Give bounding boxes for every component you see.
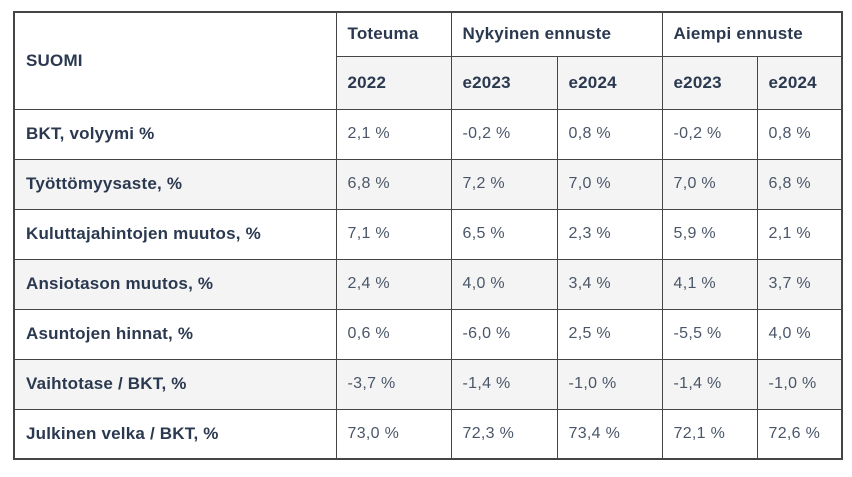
row-label: BKT, volyymi % [13, 108, 337, 160]
cell-value: 2,3 % [556, 208, 663, 260]
cell-value: 2,1 % [335, 108, 452, 160]
cell-value: -1,4 % [661, 358, 758, 410]
cell-value: 7,0 % [556, 158, 663, 210]
row-label: Julkinen velka / BKT, % [13, 408, 337, 460]
cell-value: 72,6 % [756, 408, 843, 460]
cell-value: -0,2 % [450, 108, 558, 160]
page-body: SUOMI Toteuma Nykyinen ennuste Aiempi en… [13, 11, 844, 460]
table-title: SUOMI [13, 11, 337, 110]
cell-value: 3,4 % [556, 258, 663, 310]
row-label: Kuluttajahintojen muutos, % [13, 208, 337, 260]
table-row: BKT, volyymi % 2,1 % -0,2 % 0,8 % -0,2 %… [13, 108, 843, 160]
table-row: Työttömyysaste, % 6,8 % 7,2 % 7,0 % 7,0 … [13, 158, 843, 210]
cell-value: 7,1 % [335, 208, 452, 260]
cell-value: -3,7 % [335, 358, 452, 410]
table-row: Asuntojen hinnat, % 0,6 % -6,0 % 2,5 % -… [13, 308, 843, 360]
cell-value: 6,5 % [450, 208, 558, 260]
table-row: Ansiotason muutos, % 2,4 % 4,0 % 3,4 % 4… [13, 258, 843, 310]
cell-value: 72,3 % [450, 408, 558, 460]
cell-value: 0,6 % [335, 308, 452, 360]
column-group-aiempi-ennuste: Aiempi ennuste [661, 11, 843, 57]
cell-value: 7,2 % [450, 158, 558, 210]
column-header-e2023-previous: e2023 [661, 55, 758, 110]
row-label: Työttömyysaste, % [13, 158, 337, 210]
cell-value: 3,7 % [756, 258, 843, 310]
cell-value: -6,0 % [450, 308, 558, 360]
cell-value: -0,2 % [661, 108, 758, 160]
column-group-nykyinen-ennuste: Nykyinen ennuste [450, 11, 663, 57]
cell-value: 5,9 % [661, 208, 758, 260]
cell-value: -5,5 % [661, 308, 758, 360]
row-label: Ansiotason muutos, % [13, 258, 337, 310]
cell-value: 73,0 % [335, 408, 452, 460]
cell-value: 72,1 % [661, 408, 758, 460]
cell-value: 4,0 % [756, 308, 843, 360]
column-header-e2023-current: e2023 [450, 55, 558, 110]
cell-value: 7,0 % [661, 158, 758, 210]
cell-value: 6,8 % [335, 158, 452, 210]
column-header-e2024-current: e2024 [556, 55, 663, 110]
table-row: Kuluttajahintojen muutos, % 7,1 % 6,5 % … [13, 208, 843, 260]
cell-value: 2,5 % [556, 308, 663, 360]
row-label: Vaihtotase / BKT, % [13, 358, 337, 410]
table-row: Vaihtotase / BKT, % -3,7 % -1,4 % -1,0 %… [13, 358, 843, 410]
cell-value: 0,8 % [556, 108, 663, 160]
column-header-2022: 2022 [335, 55, 452, 110]
cell-value: -1,0 % [556, 358, 663, 410]
cell-value: 0,8 % [756, 108, 843, 160]
table-row: Julkinen velka / BKT, % 73,0 % 72,3 % 73… [13, 408, 843, 460]
cell-value: -1,4 % [450, 358, 558, 410]
cell-value: 2,1 % [756, 208, 843, 260]
cell-value: -1,0 % [756, 358, 843, 410]
row-label: Asuntojen hinnat, % [13, 308, 337, 360]
cell-value: 6,8 % [756, 158, 843, 210]
cell-value: 73,4 % [556, 408, 663, 460]
column-group-toteuma: Toteuma [335, 11, 452, 57]
column-header-e2024-previous: e2024 [756, 55, 843, 110]
cell-value: 4,0 % [450, 258, 558, 310]
forecast-table: SUOMI Toteuma Nykyinen ennuste Aiempi en… [13, 11, 844, 460]
cell-value: 2,4 % [335, 258, 452, 310]
cell-value: 4,1 % [661, 258, 758, 310]
